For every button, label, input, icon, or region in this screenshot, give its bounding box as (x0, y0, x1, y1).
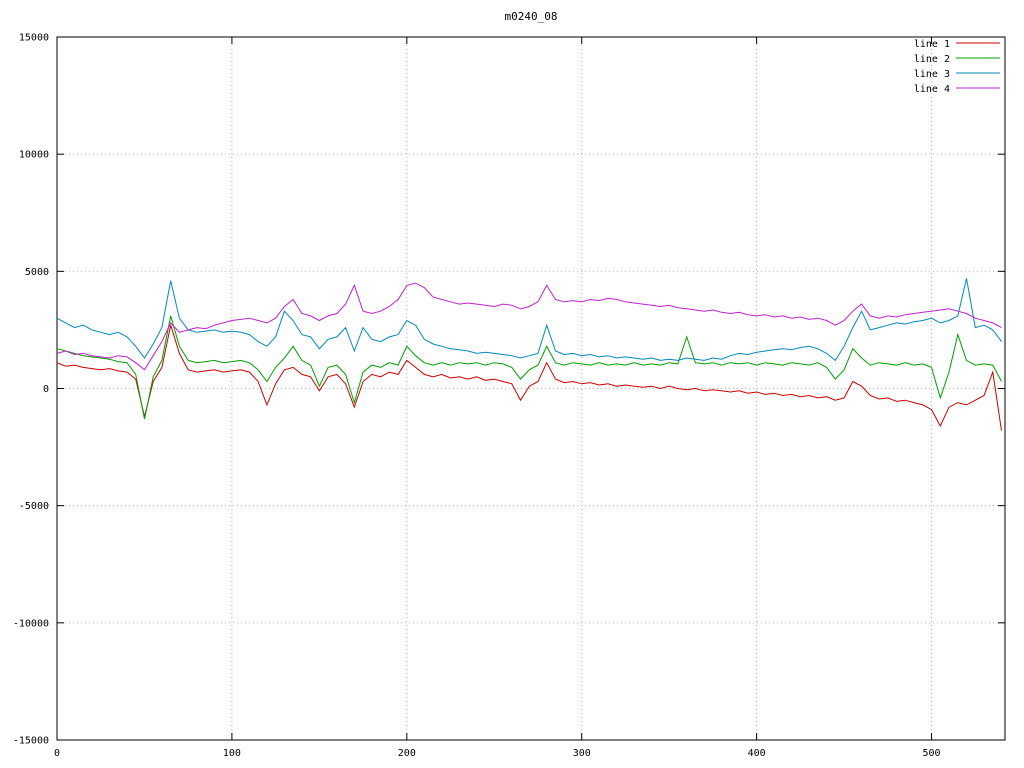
y-tick-label: -15000 (13, 736, 49, 747)
legend-label-line-2: line 2 (914, 54, 950, 65)
chart-title: m0240_08 (504, 10, 558, 23)
x-tick-label: 200 (398, 748, 416, 759)
axis-tick-labels: -15000 -10000 -5000 0 5000 10000 15000 0 100 200 3… (13, 33, 941, 760)
y-tick-label: -10000 (13, 618, 49, 629)
y-tick-label: 0 (43, 384, 49, 395)
plot-border (56, 36, 1006, 741)
legend: line 1 line 2 line 3 line 4 (914, 39, 1000, 95)
x-tick-label: 100 (223, 748, 241, 759)
series-line-4 (56, 282, 1002, 371)
x-tick-label: 0 (54, 748, 60, 759)
y-tick-label: 10000 (19, 150, 49, 161)
y-tick-label: -5000 (19, 501, 49, 512)
legend-label-line-3: line 3 (914, 69, 950, 80)
series-line-1 (56, 325, 1002, 431)
y-tick-label: 5000 (25, 267, 49, 278)
series-line-2 (56, 315, 1002, 420)
tick-marks (56, 36, 1005, 741)
series-lines (56, 278, 1002, 431)
x-tick-label: 400 (748, 748, 766, 759)
series-line-3 (56, 278, 1002, 362)
y-tick-label: 15000 (19, 33, 49, 44)
gridlines (56, 36, 1005, 741)
legend-label-line-1: line 1 (914, 39, 950, 50)
x-tick-label: 500 (923, 748, 941, 759)
x-tick-label: 300 (573, 748, 591, 759)
legend-label-line-4: line 4 (914, 84, 950, 95)
